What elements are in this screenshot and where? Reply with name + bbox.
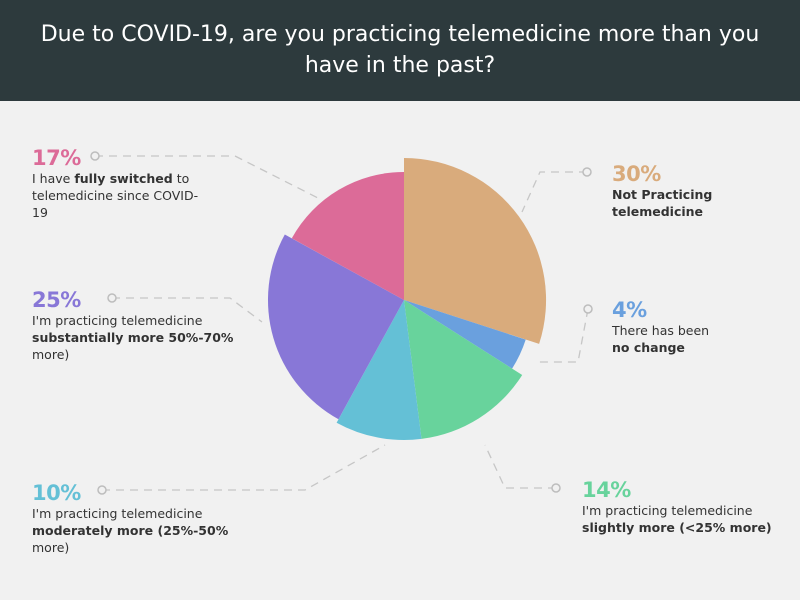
label-moderately-more: 10% I'm practicing telemedicine moderate… (32, 481, 228, 556)
label-slightly-more: 14% I'm practicing telemedicine slightly… (582, 478, 772, 536)
leader-marker-no-change (583, 304, 593, 314)
slice-percent: 25% (32, 288, 81, 312)
leader-marker-not-practicing (582, 167, 592, 177)
header-bar: Due to COVID-19, are you practicing tele… (0, 0, 800, 101)
slice-description: There has been no change (612, 323, 710, 355)
slice-description: I'm practicing telemedicine moderately m… (32, 506, 229, 555)
pie-slice-fully-switched (291, 171, 404, 300)
leader-line-fully-switched (95, 155, 319, 199)
leader-line-moderately-more (102, 444, 386, 491)
slice-percent: 4% (612, 298, 647, 322)
slice-description: I'm practicing telemedicine substantiall… (32, 313, 234, 362)
slice-description: I'm practicing telemedicine slightly mor… (582, 503, 772, 535)
slice-percent: 14% (582, 478, 631, 502)
leader-line-slightly-more (484, 444, 556, 489)
leader-marker-fully-switched (90, 151, 100, 161)
leader-marker-slightly-more (551, 483, 561, 493)
leader-line-not-practicing (521, 171, 587, 213)
pie-slice-moderately-more (336, 300, 422, 440)
slice-description: Not Practicing telemedicine (612, 187, 713, 219)
leader-line-substantially-more (112, 297, 263, 323)
label-fully-switched: 17% I have fully switched to telemedicin… (32, 146, 212, 221)
label-substantially-more: 25% I'm practicing telemedicine substant… (32, 288, 233, 363)
label-not-practicing: 30% Not Practicing telemedicine (612, 162, 732, 220)
slice-percent: 10% (32, 481, 81, 505)
pie-slice-not-practicing (404, 157, 547, 344)
pie-slice-substantially-more (267, 234, 404, 420)
slice-description: I have fully switched to telemedicine si… (32, 171, 199, 220)
pie-slice-no-change (404, 300, 526, 369)
label-no-change: 4% There has been no change (612, 298, 709, 356)
leader-line-no-change (538, 308, 589, 363)
leader-marker-substantially-more (107, 293, 117, 303)
pie-slice-slightly-more (404, 300, 523, 439)
slice-percent: 30% (612, 162, 661, 186)
leader-marker-moderately-more (97, 485, 107, 495)
slice-percent: 17% (32, 146, 81, 170)
chart-title: Due to COVID-19, are you practicing tele… (40, 22, 760, 78)
